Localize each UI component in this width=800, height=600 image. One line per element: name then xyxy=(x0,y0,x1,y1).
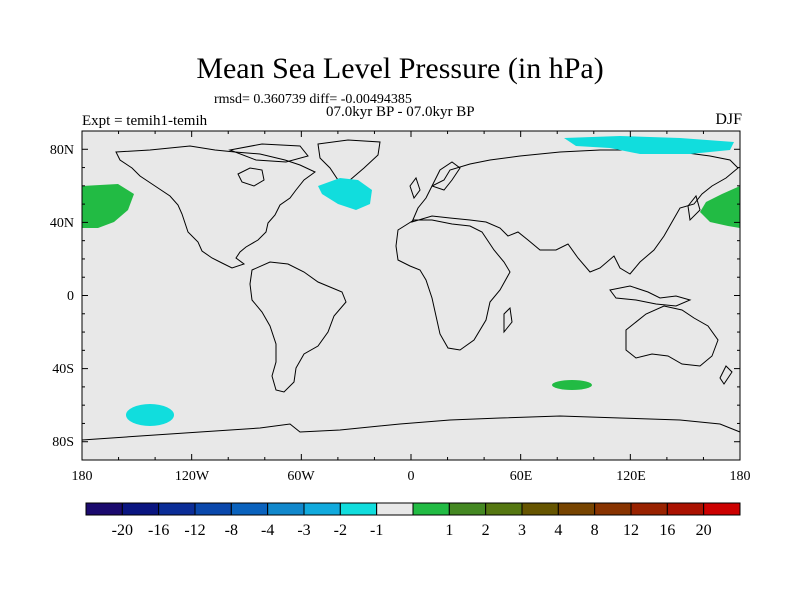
lat-tick-0: 0 xyxy=(67,289,74,304)
anomaly-south-indian-ocean xyxy=(552,380,592,390)
lat-tick-labels: 80N 40N 0 40S 80S xyxy=(50,143,74,450)
map-background xyxy=(82,131,740,460)
coast-indonesia xyxy=(609,285,692,307)
lat-tick-40s: 40S xyxy=(52,362,74,377)
anomaly-arctic-siberia xyxy=(564,136,734,154)
colorbar-swatch xyxy=(85,502,123,516)
anomaly-north-pacific-west xyxy=(82,184,134,228)
lon-tick-180e: 180 xyxy=(730,469,751,484)
anomaly-north-atlantic xyxy=(318,178,372,210)
lat-tick-40n: 40N xyxy=(50,216,74,231)
lon-tick-60w: 60W xyxy=(287,469,315,484)
colorbar-swatch xyxy=(230,502,269,516)
colorbar-swatch xyxy=(666,502,705,516)
coast-north-america xyxy=(115,145,316,269)
chart-title: Mean Sea Level Pressure (in hPa) xyxy=(196,52,604,85)
season-label: DJF xyxy=(715,111,742,128)
colorbar-swatch xyxy=(521,502,559,516)
colorbar-swatch xyxy=(485,502,523,516)
colorbar-label: 20 xyxy=(696,522,712,539)
lon-tick-120w: 120W xyxy=(175,469,210,484)
coast-japan xyxy=(687,194,701,222)
coast-eurasia xyxy=(411,149,739,275)
colorbar-label: 16 xyxy=(659,522,675,539)
coast-scandinavia xyxy=(431,161,461,191)
colorbar-label: 8 xyxy=(591,522,599,539)
colorbar-swatch xyxy=(158,502,196,516)
coast-hudson-bay xyxy=(237,167,265,187)
colorbar xyxy=(85,502,741,516)
lon-tick-180w: 180 xyxy=(72,469,93,484)
lon-tick-60e: 60E xyxy=(510,469,533,484)
colorbar-label: -1 xyxy=(370,522,383,539)
coast-madagascar xyxy=(503,306,513,334)
colorbar-swatch xyxy=(121,502,160,516)
lon-tick-120e: 120E xyxy=(616,469,646,484)
colorbar-label: 4 xyxy=(554,522,562,539)
period-label: 07.0kyr BP - 07.0kyr BP xyxy=(326,104,475,120)
colorbar-labels: -20 -16 -12 -8 -4 -3 -2 -1 1 2 3 4 8 12 16 20 xyxy=(112,522,712,539)
coast-australia xyxy=(625,305,719,367)
lon-tick-0: 0 xyxy=(408,469,415,484)
anomaly-south-pacific xyxy=(126,404,174,426)
colorbar-label: -3 xyxy=(297,522,310,539)
coast-new-zealand xyxy=(719,365,733,385)
colorbar-swatch xyxy=(703,502,741,516)
colorbar-swatch xyxy=(194,502,232,516)
coast-uk xyxy=(409,176,421,200)
colorbar-label: 3 xyxy=(518,522,526,539)
coast-greenland xyxy=(317,139,381,181)
colorbar-label: 12 xyxy=(623,522,639,539)
experiment-label: Expt = temih1-temih xyxy=(82,113,208,129)
coast-antarctica xyxy=(81,415,741,441)
colorbar-swatch xyxy=(412,502,450,516)
colorbar-label: 2 xyxy=(482,522,490,539)
coast-africa xyxy=(395,219,511,351)
colorbar-swatch xyxy=(376,502,414,516)
colorbar-label: 1 xyxy=(445,522,453,539)
coast-south-america xyxy=(249,261,347,393)
colorbar-swatch xyxy=(339,502,378,516)
colorbar-label: -20 xyxy=(112,522,133,539)
tick-marks xyxy=(81,130,741,461)
coast-arctic-islands xyxy=(228,143,309,163)
colorbar-swatch xyxy=(303,502,341,516)
colorbar-swatch xyxy=(557,502,596,516)
lon-tick-labels: 180 120W 60W 0 60E 120E 180 xyxy=(72,469,751,484)
anomaly-north-pacific-east xyxy=(700,186,740,228)
colorbar-label: -12 xyxy=(184,522,205,539)
lat-tick-80n: 80N xyxy=(50,143,74,158)
colorbar-swatch xyxy=(448,502,487,516)
lat-tick-80s: 80S xyxy=(52,435,74,450)
anomaly-regions xyxy=(82,136,740,426)
stats-line: rmsd= 0.360739 diff= -0.00494385 xyxy=(214,92,412,107)
colorbar-label: -2 xyxy=(334,522,347,539)
colorbar-swatch xyxy=(267,502,305,516)
colorbar-label: -4 xyxy=(261,522,274,539)
colorbar-label: -16 xyxy=(148,522,169,539)
colorbar-label: -8 xyxy=(225,522,238,539)
colorbar-swatch xyxy=(594,502,632,516)
colorbar-swatch xyxy=(630,502,668,516)
coastlines xyxy=(81,139,741,441)
